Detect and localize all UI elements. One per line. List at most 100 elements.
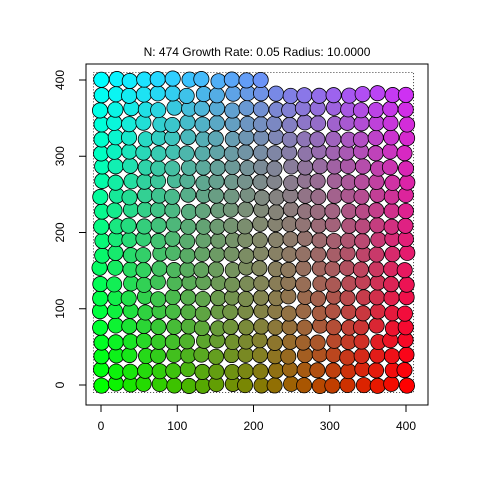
point (296, 87, 313, 104)
point (282, 87, 299, 104)
point (180, 203, 198, 220)
point (135, 317, 153, 334)
point (209, 159, 226, 176)
point (224, 333, 241, 351)
point (283, 158, 300, 175)
point (396, 362, 413, 379)
point (266, 377, 283, 394)
point (224, 261, 241, 279)
point (252, 174, 269, 191)
point (108, 363, 125, 380)
point (210, 73, 227, 90)
point (367, 129, 384, 146)
point (207, 130, 224, 147)
point (309, 362, 326, 379)
x-tick-label: 0 (98, 419, 105, 433)
point (384, 174, 401, 191)
point (340, 232, 357, 249)
point (236, 218, 253, 235)
point (325, 319, 342, 336)
point (222, 201, 239, 218)
point (150, 145, 167, 162)
point (368, 289, 385, 306)
point (208, 115, 225, 132)
point (178, 145, 195, 162)
point (194, 377, 211, 394)
point (399, 130, 416, 147)
point (120, 217, 137, 234)
point (367, 102, 384, 119)
point (224, 102, 241, 119)
point (399, 174, 416, 191)
point (137, 362, 154, 379)
point (121, 189, 138, 206)
point (353, 173, 370, 191)
point (195, 218, 212, 235)
point (209, 218, 226, 235)
point (325, 87, 342, 104)
point (355, 377, 372, 394)
point (383, 276, 400, 293)
point (120, 290, 137, 307)
point (93, 334, 110, 351)
point (150, 291, 167, 308)
point (397, 202, 414, 220)
point (237, 290, 254, 308)
point (93, 218, 110, 235)
point (368, 202, 385, 219)
point (339, 259, 356, 276)
point (239, 159, 256, 177)
point (150, 333, 167, 350)
point (165, 216, 182, 233)
point (224, 131, 241, 148)
point (251, 346, 268, 364)
point (164, 160, 181, 177)
point (209, 246, 226, 263)
point (237, 231, 254, 249)
point (266, 145, 283, 162)
point (326, 172, 343, 189)
point (193, 346, 210, 363)
point (194, 202, 211, 219)
point (150, 160, 167, 177)
point (267, 319, 284, 336)
point (94, 232, 111, 249)
point (312, 158, 329, 175)
point (165, 362, 182, 379)
point (164, 85, 181, 102)
point (107, 158, 124, 175)
point (93, 145, 110, 162)
point (341, 275, 358, 292)
point (398, 377, 415, 394)
point (354, 218, 371, 235)
y-axis: 0 100 200 300 400 (53, 70, 87, 388)
point (383, 202, 400, 219)
point (237, 363, 254, 380)
point (339, 289, 356, 306)
y-tick-label: 100 (53, 298, 67, 318)
point (297, 145, 314, 162)
point (225, 85, 242, 102)
point (136, 276, 153, 293)
x-tick-label: 300 (320, 419, 340, 433)
point (151, 260, 168, 277)
point (164, 188, 181, 205)
point (354, 86, 371, 103)
point (164, 116, 181, 134)
point (295, 246, 312, 263)
point (368, 362, 385, 379)
point (121, 116, 138, 133)
point (236, 173, 254, 190)
point (267, 85, 285, 102)
point (324, 377, 341, 394)
point (253, 144, 270, 161)
point (121, 347, 138, 364)
point (136, 71, 153, 88)
point (355, 305, 372, 322)
point (238, 129, 255, 146)
point (222, 318, 239, 335)
point (193, 319, 210, 337)
point (93, 348, 110, 365)
point (149, 85, 166, 102)
point (223, 217, 240, 234)
